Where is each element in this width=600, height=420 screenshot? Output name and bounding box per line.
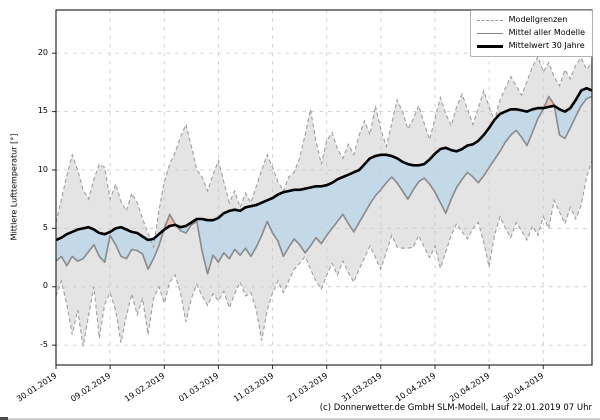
y-tick-label: 0 (42, 281, 48, 291)
model-max-line (55, 55, 593, 250)
bottom-left-mark (0, 417, 8, 420)
climate-mean-line (55, 86, 593, 242)
y-tick-label: 10 (37, 164, 48, 174)
model-above-climate-fill (163, 214, 177, 230)
legend-item-modellgrenzen: Modellgrenzen (476, 15, 585, 25)
model-below-climate-fill (176, 108, 544, 274)
plot-frame (55, 9, 593, 366)
thick-line-swatch-icon (476, 44, 503, 48)
model-below-climate-fill (554, 88, 592, 139)
window-bottom-edge (0, 418, 600, 420)
legend-label: Mittelwert 30 Jahre (508, 41, 585, 50)
legend-label: Modellgrenzen (508, 15, 568, 24)
y-tick-label: 20 (37, 47, 48, 57)
copyright-caption: (c) Donnerwetter.de GmbH SLM-Modell, Lau… (319, 403, 592, 413)
legend-label: Mittel aller Modelle (508, 28, 585, 37)
legend-item-mittel-aller-modelle: Mittel aller Modelle (476, 28, 585, 38)
y-tick-label: -5 (40, 339, 48, 349)
y-tick-label: 15 (37, 106, 48, 116)
solid-line-swatch-icon (476, 32, 503, 34)
y-tick-label: 5 (42, 222, 48, 232)
model-mean-line (55, 95, 593, 275)
legend: Modellgrenzen Mittel aller Modelle Mitte… (469, 10, 593, 57)
legend-item-mittelwert-30-jahre: Mittelwert 30 Jahre (476, 41, 585, 51)
dashed-line-swatch-icon (476, 19, 503, 21)
model-min-line (55, 160, 593, 347)
